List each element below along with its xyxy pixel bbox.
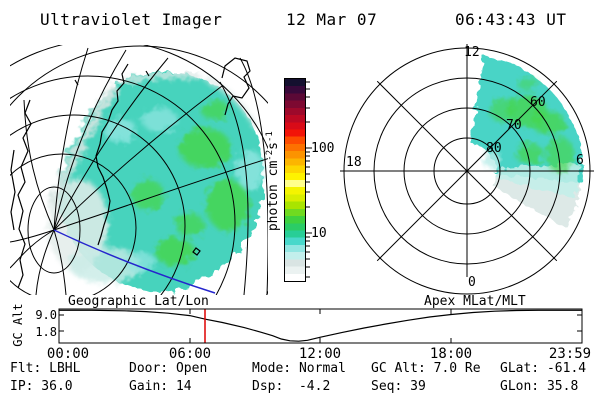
colorbar-ticks <box>306 81 312 278</box>
status-glon: GLon: 35.8 <box>500 379 579 394</box>
colorbar-tick-10: 10 <box>311 226 327 241</box>
timeline-plot <box>58 308 583 344</box>
polar-mlt-18: 18 <box>346 155 362 170</box>
timeline-ylabel: GC Alt <box>11 303 25 347</box>
status-mode: Mode: Normal <box>252 361 346 376</box>
title-time: 06:43:43 UT <box>455 10 567 29</box>
geo-panel-caption: Geographic Lat/Lon <box>68 294 209 309</box>
coastline <box>10 57 251 289</box>
xtick-1200: 12:00 <box>298 346 342 362</box>
status-dsp: Dsp: -4.2 <box>252 379 331 394</box>
orbit-track-line <box>53 229 216 294</box>
colorbar-axis-label: photon cm-2s-1 <box>264 131 282 232</box>
polar-mlat-70: 70 <box>506 118 522 133</box>
geo-uv-emission-blob <box>33 58 264 292</box>
polar-mlt-12: 12 <box>464 45 480 60</box>
polar-mlt-0: 0 <box>468 275 476 290</box>
status-glat: GLat: -61.4 <box>500 361 587 376</box>
polar-panel-caption: Apex MLat/MLT <box>424 294 526 309</box>
page-title: Ultraviolet Imager <box>40 10 223 29</box>
status-gain: Gain: 14 <box>129 379 192 394</box>
xtick-2359: 23:59 <box>548 346 592 362</box>
polar-grid <box>340 44 594 295</box>
ytick-9: 9.0 <box>35 308 57 322</box>
geo-grid <box>10 45 268 295</box>
ytick-1-8: 1.8 <box>35 325 57 339</box>
xtick-1800: 18:00 <box>429 346 473 362</box>
status-seq: Seq: 39 <box>371 379 426 394</box>
status-ip: IP: 36.0 <box>10 379 73 394</box>
polar-mlat-80: 80 <box>486 141 502 156</box>
polar-uv-emission-blob <box>470 56 584 228</box>
polar-mlat-60: 60 <box>530 95 546 110</box>
xtick-0000: 00:00 <box>46 346 90 362</box>
gc-alt-curve <box>59 309 582 342</box>
colorbar-tick-100: 100 <box>311 141 335 156</box>
status-flt: Flt: LBHL <box>10 361 81 376</box>
status-door: Door: Open <box>129 361 208 376</box>
xtick-0600: 06:00 <box>168 346 212 362</box>
polar-mlt-6: 6 <box>576 153 584 168</box>
status-gcalt: GC Alt: 7.0 Re <box>371 361 481 376</box>
title-date: 12 Mar 07 <box>286 10 378 29</box>
colorbar <box>284 78 306 282</box>
